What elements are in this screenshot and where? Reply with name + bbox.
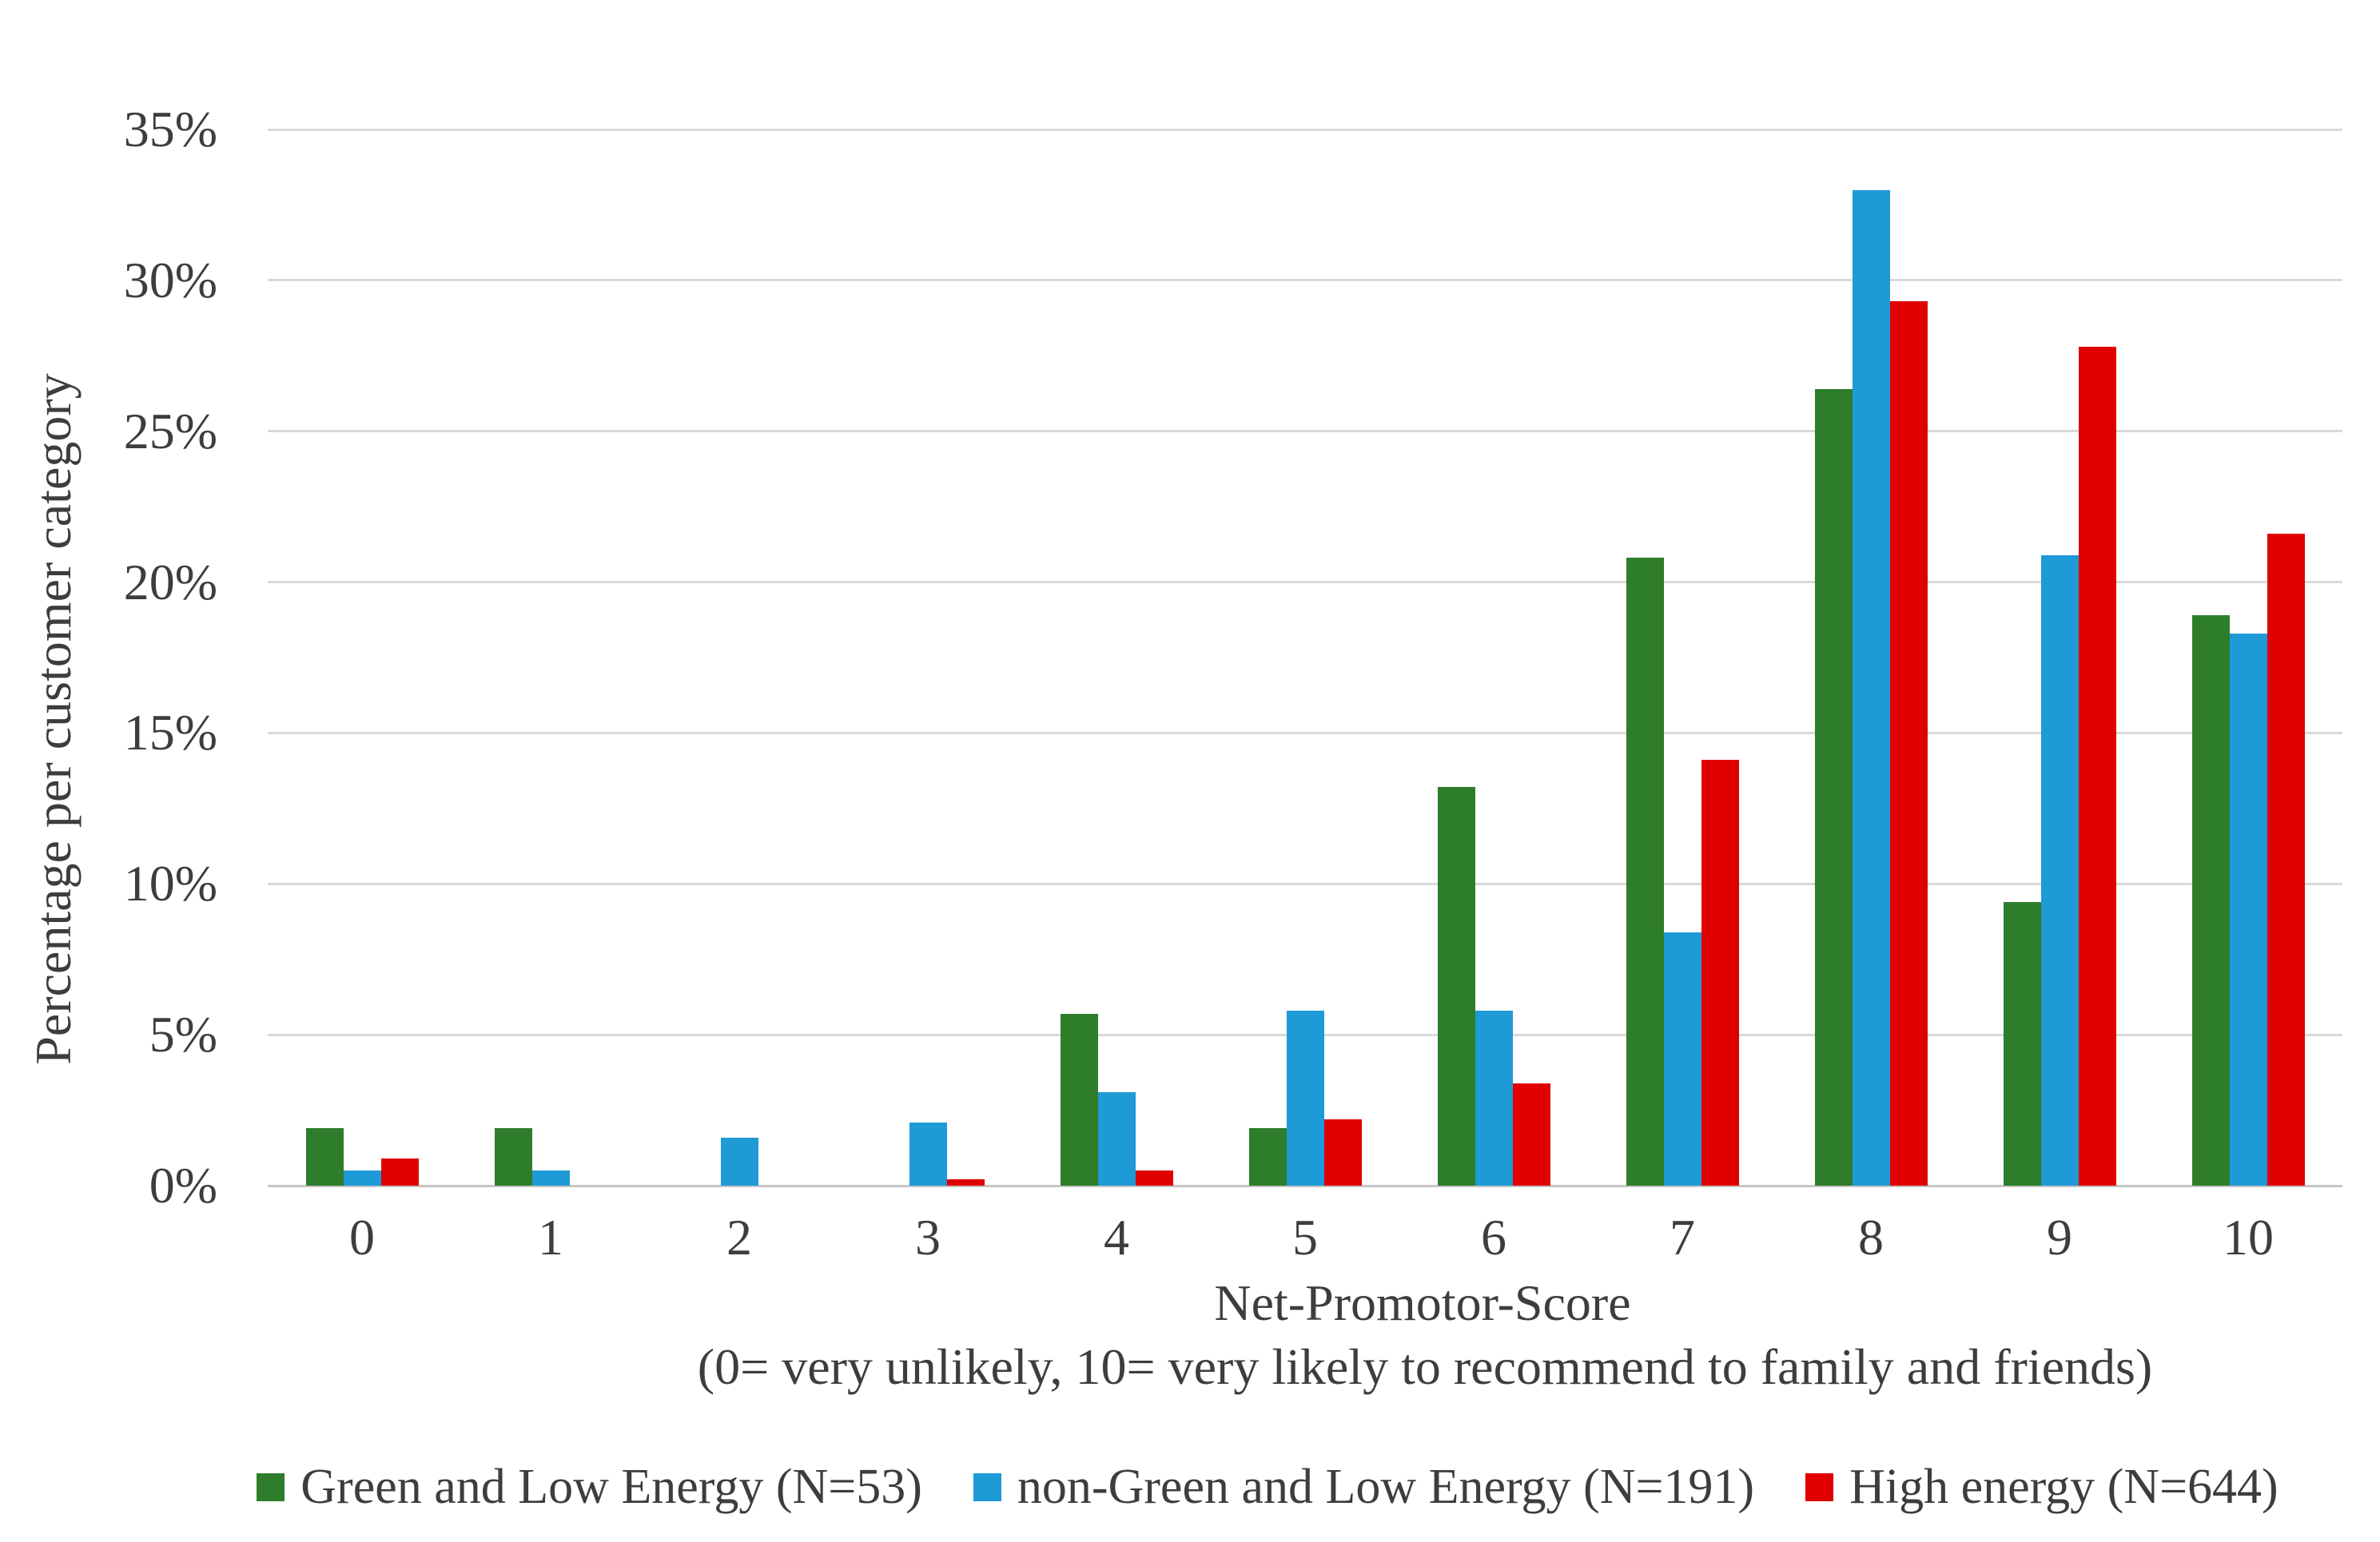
bar-non-green-and-low-energy-1 bbox=[531, 1170, 570, 1186]
legend-label: non-Green and Low Energy (N=191) bbox=[1017, 1460, 1755, 1514]
legend-item-high-energy: High energy (N=644) bbox=[1805, 1459, 2279, 1515]
bar-green-and-low-energy-7 bbox=[1626, 558, 1664, 1186]
bar-green-and-low-energy-4 bbox=[1060, 1013, 1098, 1186]
bar-group-4 bbox=[1022, 129, 1211, 1186]
y-tick-label-30%: 30% bbox=[123, 251, 217, 308]
bar-green-and-low-energy-6 bbox=[1437, 787, 1475, 1186]
bar-non-green-and-low-energy-9 bbox=[2040, 554, 2079, 1186]
plot-area bbox=[268, 128, 2342, 1187]
gridline-15pct bbox=[268, 731, 2342, 734]
x-tick-label-5: 5 bbox=[1292, 1209, 1318, 1266]
bar-group-3 bbox=[834, 129, 1022, 1186]
gridline-35pct bbox=[268, 128, 2342, 131]
x-tick-label-3: 3 bbox=[915, 1209, 941, 1266]
x-tick-label-0: 0 bbox=[349, 1209, 375, 1266]
chart-legend: Green and Low Energy (N=53) non-Green and… bbox=[78, 1459, 2380, 1515]
legend-label: High energy (N=644) bbox=[1849, 1460, 2279, 1514]
bar-group-5 bbox=[1211, 129, 1399, 1186]
bar-group-7 bbox=[1588, 129, 1777, 1186]
bar-green-and-low-energy-8 bbox=[1814, 388, 1853, 1186]
y-tick-label-10%: 10% bbox=[123, 855, 217, 912]
y-tick-label-25%: 25% bbox=[123, 402, 217, 459]
bar-green-and-low-energy-9 bbox=[2003, 901, 2041, 1186]
gridline-30pct bbox=[268, 279, 2342, 282]
bar-non-green-and-low-energy-2 bbox=[720, 1137, 758, 1186]
bar-group-1 bbox=[456, 129, 645, 1186]
gridline-25pct bbox=[268, 430, 2342, 433]
legend-label: Green and Low Energy (N=53) bbox=[300, 1460, 922, 1514]
legend-item-green-and-low-energy: Green and Low Energy (N=53) bbox=[257, 1459, 922, 1515]
x-tick-label-1: 1 bbox=[538, 1209, 563, 1266]
bar-non-green-and-low-energy-7 bbox=[1663, 932, 1701, 1186]
bar-group-6 bbox=[1399, 129, 1588, 1186]
bar-high-energy-6 bbox=[1512, 1083, 1550, 1186]
x-tick-label-10: 10 bbox=[2223, 1209, 2274, 1266]
bar-non-green-and-low-energy-3 bbox=[909, 1122, 947, 1186]
legend-swatch-icon bbox=[257, 1472, 285, 1501]
x-tick-label-8: 8 bbox=[1858, 1209, 1884, 1266]
bar-green-and-low-energy-5 bbox=[1248, 1128, 1287, 1186]
gridline-10pct bbox=[268, 882, 2342, 885]
y-axis-tick-labels: 0% 5% 10% 15% 20% 25% 30% 35% bbox=[0, 104, 217, 1211]
x-axis-subtitle: (0= very unlikely, 10= very likely to re… bbox=[697, 1338, 2153, 1395]
bar-non-green-and-low-energy-5 bbox=[1286, 1010, 1324, 1186]
bar-group-2 bbox=[645, 129, 834, 1186]
x-tick-label-4: 4 bbox=[1104, 1209, 1129, 1266]
legend-swatch-icon bbox=[973, 1472, 1001, 1501]
bar-high-energy-0 bbox=[380, 1158, 419, 1186]
bar-non-green-and-low-energy-4 bbox=[1097, 1091, 1136, 1186]
bar-non-green-and-low-energy-0 bbox=[343, 1170, 381, 1186]
bar-non-green-and-low-energy-10 bbox=[2229, 633, 2267, 1186]
bar-high-energy-3 bbox=[946, 1179, 985, 1186]
bar-green-and-low-energy-10 bbox=[2191, 615, 2230, 1186]
bar-group-9 bbox=[1965, 129, 2154, 1186]
y-tick-label-35%: 35% bbox=[123, 101, 217, 157]
bar-groups bbox=[268, 129, 2342, 1186]
legend-item-non-green-and-low-energy: non-Green and Low Energy (N=191) bbox=[973, 1459, 1754, 1515]
y-tick-label-5%: 5% bbox=[149, 1006, 217, 1063]
bar-group-8 bbox=[1777, 129, 1965, 1186]
bar-non-green-and-low-energy-8 bbox=[1852, 189, 1890, 1186]
y-tick-label-0%: 0% bbox=[149, 1157, 217, 1214]
bar-high-energy-8 bbox=[1889, 301, 1928, 1186]
y-tick-label-15%: 15% bbox=[123, 704, 217, 761]
bar-group-10 bbox=[2154, 129, 2342, 1186]
bar-high-energy-7 bbox=[1701, 760, 1739, 1186]
bar-high-energy-10 bbox=[2267, 534, 2305, 1186]
bar-green-and-low-energy-1 bbox=[494, 1128, 532, 1186]
x-tick-label-7: 7 bbox=[1670, 1209, 1695, 1266]
x-axis-title: Net-Promotor-Score bbox=[1214, 1274, 1631, 1331]
x-tick-label-2: 2 bbox=[726, 1209, 752, 1266]
x-axis-tick-labels: 0 1 2 3 4 5 6 7 8 9 10 bbox=[268, 1208, 2342, 1267]
gridline-0pct bbox=[268, 1184, 2342, 1187]
gridline-20pct bbox=[268, 581, 2342, 584]
bar-group-0 bbox=[268, 129, 456, 1186]
bar-non-green-and-low-energy-6 bbox=[1475, 1010, 1513, 1186]
bar-high-energy-4 bbox=[1135, 1170, 1173, 1186]
legend-swatch-icon bbox=[1805, 1472, 1834, 1501]
bar-high-energy-5 bbox=[1323, 1119, 1362, 1186]
x-tick-label-9: 9 bbox=[2047, 1209, 2072, 1266]
bar-high-energy-9 bbox=[2078, 346, 2116, 1186]
bar-green-and-low-energy-0 bbox=[305, 1128, 344, 1186]
x-tick-label-6: 6 bbox=[1481, 1209, 1506, 1266]
y-tick-label-20%: 20% bbox=[123, 553, 217, 610]
